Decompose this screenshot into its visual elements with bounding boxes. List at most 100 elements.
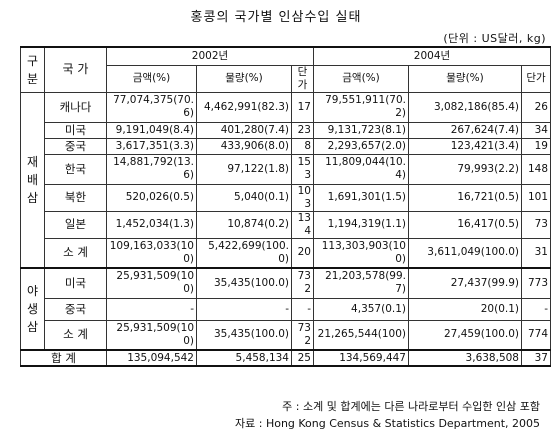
country-cell: 미국	[44, 267, 107, 299]
amount-cell: 520,026(0.5)	[106, 183, 197, 212]
weight-cell: 27,437(99.9)	[408, 267, 522, 299]
footnote: 주 : 소계 및 합계에는 다른 나라로부터 수입한 인삼 포함	[282, 400, 540, 413]
amount-cell: 25,931,509(100)	[106, 319, 197, 351]
country-cell: 중국	[44, 297, 107, 321]
weight-cell: 267,624(7.4)	[408, 121, 522, 139]
weight-cell: 401,280(7.4)	[196, 121, 292, 139]
price-cell: 23	[291, 121, 314, 139]
country-cell: 중국	[44, 137, 107, 155]
amount-cell: 21,265,544(100)	[313, 319, 409, 351]
table-row: 중국 3,617,351(3.3) 433,906(8.0) 8 2,293,6…	[21, 137, 551, 155]
price-cell: 101	[521, 183, 551, 212]
page-title: 홍콩의 국가별 인삼수입 실태	[190, 10, 362, 25]
price-cell: 25	[291, 349, 314, 367]
header-price-2004: 단가	[521, 64, 551, 93]
price-cell: 20	[291, 237, 314, 269]
amount-cell: 2,293,657(2.0)	[313, 137, 409, 155]
total-label: 합 계	[20, 349, 107, 367]
amount-cell: 113,303,903(100)	[313, 237, 409, 269]
amount-cell: 9,131,723(8.1)	[313, 121, 409, 139]
amount-cell: 14,881,792(13.6)	[106, 153, 197, 185]
table-row: 북한 520,026(0.5) 5,040(0.1) 103 1,691,301…	[21, 183, 551, 212]
price-cell: 732	[291, 267, 314, 299]
subtotal-row: 소 계 25,931,509(100) 35,435(100.0) 732 21…	[21, 319, 551, 351]
price-cell: 34	[521, 121, 551, 139]
price-cell: 8	[291, 137, 314, 155]
price-cell: 37	[521, 349, 551, 367]
amount-cell: 79,551,911(70.2)	[313, 91, 409, 123]
table-row: 일본 1,452,034(1.3) 10,874(0.2) 134 1,194,…	[21, 210, 551, 239]
table-row: 재배삼 캐나다 77,074,375(70.6) 4,462,991(82.3)…	[20, 91, 551, 269]
weight-cell: 3,638,508	[408, 349, 522, 367]
header-amount-2002: 금액(%)	[106, 64, 197, 93]
weight-cell: 79,993(2.2)	[408, 153, 522, 185]
table-row: 중국 - - - 4,357(0.1) 20(0.1) -	[21, 297, 551, 321]
amount-cell: 11,809,044(10.4)	[313, 153, 409, 185]
weight-cell: 3,611,049(100.0)	[408, 237, 522, 269]
amount-cell: 25,931,509(100)	[106, 267, 197, 299]
price-cell: 73	[521, 210, 551, 239]
amount-cell: 3,617,351(3.3)	[106, 137, 197, 155]
subtotal-label: 소 계	[44, 319, 107, 351]
price-cell: 774	[521, 319, 551, 351]
total-row: 합 계 135,094,542 5,458,134 25 134,569,447…	[20, 349, 551, 367]
amount-cell: 109,163,033(100)	[106, 237, 197, 269]
table-row: 야생삼 미국 25,931,509(100) 35,435(100.0) 732…	[20, 267, 551, 351]
amount-cell: -	[106, 297, 197, 321]
country-cell: 미국	[44, 121, 107, 139]
country-cell: 북한	[44, 183, 107, 212]
amount-cell: 4,357(0.1)	[313, 297, 409, 321]
header-category: 구분	[20, 46, 45, 93]
price-cell: 134	[291, 210, 314, 239]
amount-cell: 135,094,542	[106, 349, 197, 367]
price-cell: 103	[291, 183, 314, 212]
price-cell: 148	[521, 153, 551, 185]
weight-cell: 5,422,699(100.0)	[196, 237, 292, 269]
weight-cell: 27,459(100.0)	[408, 319, 522, 351]
price-cell: 153	[291, 153, 314, 185]
price-cell: -	[291, 297, 314, 321]
weight-cell: 16,417(0.5)	[408, 210, 522, 239]
weight-cell: 97,122(1.8)	[196, 153, 292, 185]
subtotal-label: 소 계	[44, 237, 107, 269]
header-weight-2004: 물량(%)	[408, 64, 522, 93]
header-row-years: 구분 국 가 2002년 2004년	[20, 46, 551, 93]
weight-cell: 433,906(8.0)	[196, 137, 292, 155]
amount-cell: 21,203,578(99.7)	[313, 267, 409, 299]
weight-cell: 35,435(100.0)	[196, 319, 292, 351]
weight-cell: 5,040(0.1)	[196, 183, 292, 212]
header-price-2002: 단가	[291, 64, 314, 93]
header-country: 국 가	[44, 46, 107, 93]
amount-cell: 77,074,375(70.6)	[106, 91, 197, 123]
weight-cell: 5,458,134	[196, 349, 292, 367]
weight-cell: 35,435(100.0)	[196, 267, 292, 299]
country-cell: 일본	[44, 210, 107, 239]
ginseng-import-table: 구분 국 가 2002년 2004년 금액(%) 물량(%) 단가 금액(%) …	[20, 46, 551, 367]
weight-cell: 3,082,186(85.4)	[408, 91, 522, 123]
header-weight-2002: 물량(%)	[196, 64, 292, 93]
price-cell: -	[521, 297, 551, 321]
weight-cell: 10,874(0.2)	[196, 210, 292, 239]
weight-cell: 20(0.1)	[408, 297, 522, 321]
unit-label: (단위 : US달러, kg)	[443, 32, 546, 45]
header-amount-2004: 금액(%)	[313, 64, 409, 93]
price-cell: 17	[291, 91, 314, 123]
section-wild-ginseng: 야생삼	[20, 267, 45, 351]
weight-cell: -	[196, 297, 292, 321]
weight-cell: 16,721(0.5)	[408, 183, 522, 212]
source-note: 자료 : Hong Kong Census & Statistics Depar…	[235, 417, 540, 430]
price-cell: 31	[521, 237, 551, 269]
price-cell: 773	[521, 267, 551, 299]
amount-cell: 1,194,319(1.1)	[313, 210, 409, 239]
price-cell: 732	[291, 319, 314, 351]
header-year-2002: 2002년	[106, 46, 314, 66]
header-year-2004: 2004년	[313, 46, 551, 66]
price-cell: 26	[521, 91, 551, 123]
table-row: 미국 9,191,049(8.4) 401,280(7.4) 23 9,131,…	[21, 121, 551, 139]
table-row: 한국 14,881,792(13.6) 97,122(1.8) 153 11,8…	[21, 153, 551, 185]
country-cell: 한국	[44, 153, 107, 185]
subtotal-row: 소 계 109,163,033(100) 5,422,699(100.0) 20…	[21, 237, 551, 269]
amount-cell: 9,191,049(8.4)	[106, 121, 197, 139]
amount-cell: 134,569,447	[313, 349, 409, 367]
amount-cell: 1,691,301(1.5)	[313, 183, 409, 212]
